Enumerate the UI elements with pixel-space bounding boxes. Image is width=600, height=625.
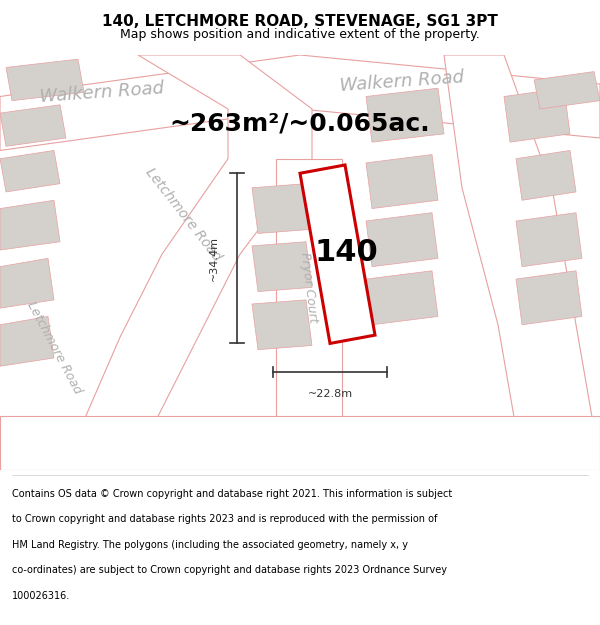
Text: Letchmore Road: Letchmore Road xyxy=(24,299,84,396)
Text: 140: 140 xyxy=(315,238,379,267)
Polygon shape xyxy=(366,88,444,142)
Text: Walkern Road: Walkern Road xyxy=(339,69,465,95)
Text: Pryor Court: Pryor Court xyxy=(298,251,320,323)
Polygon shape xyxy=(504,88,570,142)
Text: HM Land Registry. The polygons (including the associated geometry, namely x, y: HM Land Registry. The polygons (includin… xyxy=(12,540,408,550)
Text: 100026316.: 100026316. xyxy=(12,591,70,601)
Text: Walkern Road: Walkern Road xyxy=(39,79,165,106)
Text: Contains OS data © Crown copyright and database right 2021. This information is : Contains OS data © Crown copyright and d… xyxy=(12,489,452,499)
Polygon shape xyxy=(0,316,54,366)
Polygon shape xyxy=(534,72,600,109)
Polygon shape xyxy=(444,55,594,429)
Polygon shape xyxy=(300,165,375,343)
Polygon shape xyxy=(252,184,312,234)
Polygon shape xyxy=(252,300,312,349)
Text: 140, LETCHMORE ROAD, STEVENAGE, SG1 3PT: 140, LETCHMORE ROAD, STEVENAGE, SG1 3PT xyxy=(102,14,498,29)
Polygon shape xyxy=(516,151,576,200)
Polygon shape xyxy=(366,271,438,325)
Polygon shape xyxy=(516,271,582,325)
Text: co-ordinates) are subject to Crown copyright and database rights 2023 Ordnance S: co-ordinates) are subject to Crown copyr… xyxy=(12,566,447,576)
Polygon shape xyxy=(366,213,438,267)
Text: Letchmore Road: Letchmore Road xyxy=(142,166,224,264)
Polygon shape xyxy=(6,59,84,101)
Polygon shape xyxy=(0,200,60,250)
Polygon shape xyxy=(0,258,54,308)
Polygon shape xyxy=(0,105,66,146)
Polygon shape xyxy=(276,159,342,429)
Text: ~263m²/~0.065ac.: ~263m²/~0.065ac. xyxy=(170,111,430,136)
Polygon shape xyxy=(366,154,438,209)
Text: Map shows position and indicative extent of the property.: Map shows position and indicative extent… xyxy=(120,28,480,41)
Polygon shape xyxy=(516,213,582,267)
Polygon shape xyxy=(48,55,312,470)
Polygon shape xyxy=(0,55,600,151)
Polygon shape xyxy=(252,242,312,291)
Text: ~22.8m: ~22.8m xyxy=(307,389,353,399)
Polygon shape xyxy=(0,416,600,470)
Text: ~34.4m: ~34.4m xyxy=(209,236,219,281)
Text: to Crown copyright and database rights 2023 and is reproduced with the permissio: to Crown copyright and database rights 2… xyxy=(12,514,437,524)
Polygon shape xyxy=(0,151,60,192)
